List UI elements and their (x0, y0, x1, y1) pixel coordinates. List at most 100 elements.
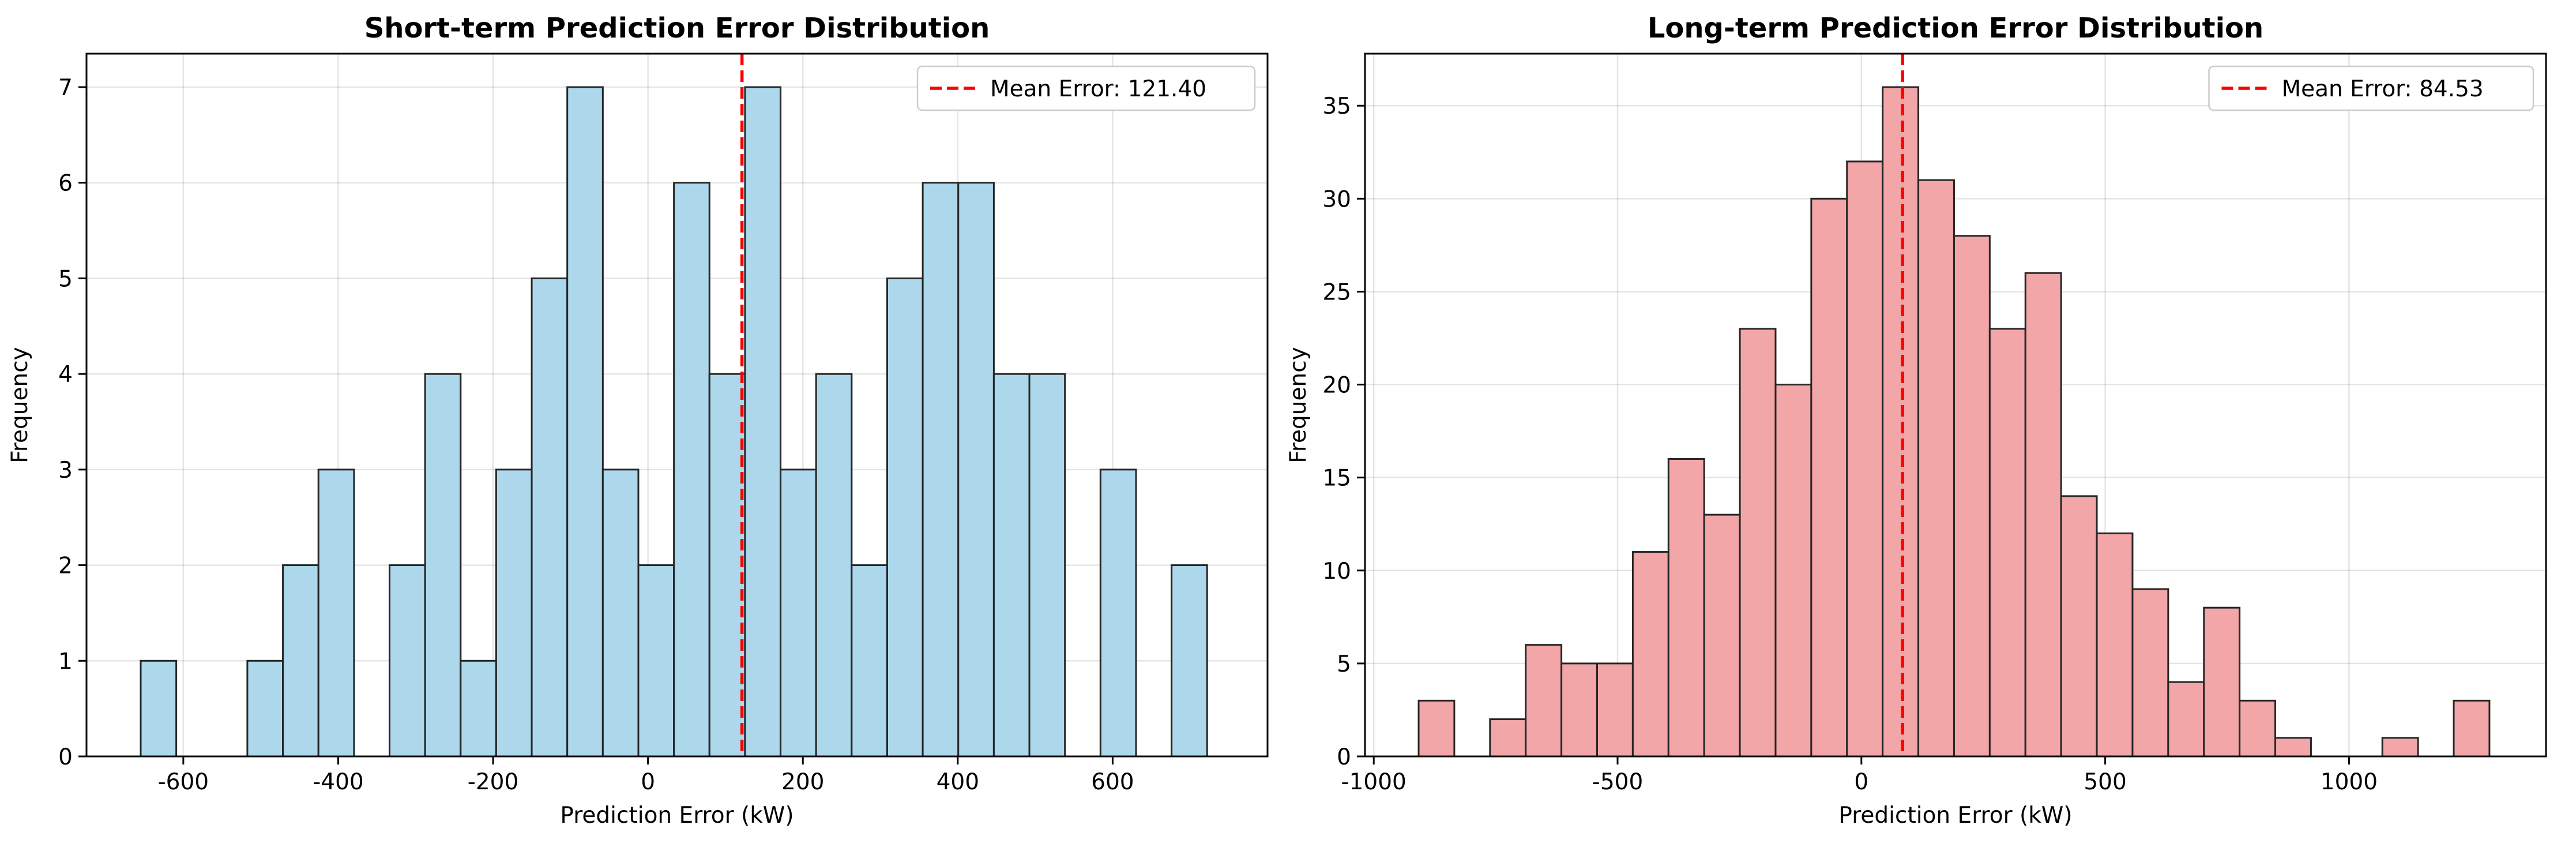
y-tick-label: 5 (58, 266, 73, 292)
histogram-bar (531, 277, 569, 758)
y-tick-label: 30 (1322, 186, 1351, 212)
x-tick-label: -600 (158, 769, 209, 795)
histogram-bar (2381, 737, 2419, 758)
histogram-bar (1099, 469, 1137, 758)
histogram-bar (2203, 606, 2241, 758)
y-tick-label: 20 (1322, 373, 1351, 399)
histogram-bar (780, 469, 817, 758)
histogram-bar (708, 373, 746, 758)
histogram-bar (1489, 718, 1527, 758)
y-tick-label: 6 (58, 171, 73, 197)
x-tick-label: 0 (641, 769, 655, 795)
chart-title: Long-term Prediction Error Distribution (1648, 12, 2263, 44)
histogram-bar (2131, 588, 2169, 758)
y-axis-ticks: 0 1 2 3 4 5 6 7 (58, 75, 87, 770)
y-tick-label: 2 (58, 553, 73, 579)
y-tick-label: 7 (58, 75, 73, 101)
histogram-bar (1810, 197, 1848, 758)
x-tick-label: 0 (1854, 769, 1868, 795)
histogram-bar (886, 277, 924, 758)
histogram-bar (1703, 514, 1741, 758)
histogram-bar (1774, 384, 1812, 758)
x-axis-ticks: -600 -400 -200 0 200 400 600 (158, 756, 1134, 795)
y-tick-label: 3 (58, 458, 73, 484)
histogram-bar (2453, 699, 2491, 758)
histogram-bars (1417, 86, 2491, 758)
histogram-bar (2060, 495, 2098, 758)
histogram-bar (2239, 699, 2277, 758)
histogram-bar (815, 373, 853, 758)
x-tick-label: -500 (1592, 769, 1644, 795)
x-tick-label: -400 (313, 769, 364, 795)
legend-box (916, 65, 1256, 111)
legend: Mean Error: 121.40 (916, 65, 1256, 111)
histogram-bar (1953, 235, 1991, 758)
histogram-bar (957, 182, 995, 758)
histogram-bar (1525, 644, 1563, 758)
x-axis-label: Prediction Error (kW) (560, 803, 794, 829)
y-tick-label: 35 (1322, 93, 1351, 119)
histogram-bar (140, 659, 178, 758)
y-tick-label: 15 (1322, 466, 1351, 492)
legend: Mean Error: 84.53 (2208, 65, 2534, 111)
histogram-bar (1846, 160, 1884, 758)
histogram-bar (2167, 681, 2205, 758)
y-axis-label: Frequency (1285, 347, 1311, 463)
x-tick-label: -200 (468, 769, 519, 795)
x-tick-label: 200 (781, 769, 824, 795)
histogram-bars (140, 86, 1208, 758)
histogram-bar (922, 182, 960, 758)
histogram-bar (1667, 458, 1705, 758)
y-axis-ticks: 0 5 10 15 20 25 30 35 (1322, 93, 1365, 770)
y-tick-label: 1 (58, 649, 73, 674)
x-axis-ticks: -1000 -500 0 500 1000 (1341, 756, 2378, 795)
x-tick-label: 400 (937, 769, 979, 795)
short-term-error-histogram: -600 -400 -200 0 200 400 600 0 1 2 3 4 5 6 7 Short-te… (7, 12, 1269, 829)
x-tick-label: 500 (2084, 769, 2126, 795)
y-tick-label: 4 (58, 362, 73, 388)
y-tick-label: 25 (1322, 279, 1351, 305)
y-tick-label: 10 (1322, 559, 1351, 584)
histogram-bar (1028, 373, 1066, 758)
histogram-bar (566, 86, 604, 758)
histogram-bar (1631, 551, 1669, 758)
y-tick-label: 0 (58, 744, 73, 770)
histogram-bar (1988, 328, 2026, 758)
histogram-bar (601, 469, 640, 758)
chart-title: Short-term Prediction Error Distribution (364, 12, 990, 44)
histogram-bar (744, 86, 782, 758)
histogram-bar (1560, 662, 1598, 758)
histogram-bar (388, 564, 426, 758)
histogram-bar (2096, 532, 2134, 758)
x-tick-label: 600 (1091, 769, 1134, 795)
axes-frame (85, 53, 1269, 758)
x-axis-label: Prediction Error (kW) (1838, 803, 2072, 829)
histogram-bar (637, 564, 675, 758)
y-axis-label: Frequency (7, 347, 33, 463)
histogram-bar (495, 469, 533, 758)
axes-frame (1364, 53, 2547, 758)
y-tick-label: 5 (1337, 651, 1351, 677)
histogram-bar (1417, 699, 1456, 758)
histogram-bar (1739, 328, 1777, 758)
y-tick-label: 0 (1337, 744, 1351, 770)
histogram-bar (2024, 272, 2062, 758)
histogram-bar (1917, 179, 1955, 758)
histogram-bar (851, 564, 888, 758)
histogram-bar (246, 659, 284, 758)
x-tick-label: 1000 (2321, 769, 2378, 795)
x-tick-label: -1000 (1341, 769, 1407, 795)
legend-label: Mean Error: 121.40 (990, 76, 1206, 102)
histogram-bar (2274, 737, 2312, 758)
histogram-bar (317, 469, 355, 758)
histogram-bar (424, 373, 462, 758)
histogram-bar (992, 373, 1031, 758)
long-term-error-histogram: -1000 -500 0 500 1000 0 5 10 15 20 25 30 35 Long-te… (1285, 12, 2547, 829)
legend-box (2208, 65, 2534, 111)
histogram-bar (1596, 662, 1634, 758)
histogram-bar (460, 659, 497, 758)
histogram-bar (1882, 86, 1920, 758)
histogram-bar (673, 182, 710, 758)
histogram-bar (282, 564, 319, 758)
